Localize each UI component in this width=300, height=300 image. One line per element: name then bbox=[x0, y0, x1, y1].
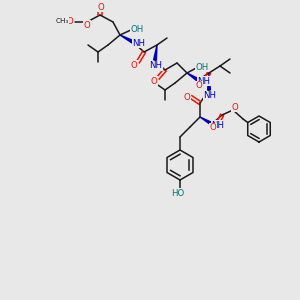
Text: NH: NH bbox=[212, 121, 224, 130]
Polygon shape bbox=[208, 73, 210, 90]
Text: O: O bbox=[84, 20, 90, 29]
Text: NH: NH bbox=[197, 76, 211, 85]
Text: NH: NH bbox=[149, 61, 163, 70]
Text: NH: NH bbox=[203, 92, 217, 100]
Text: O: O bbox=[67, 17, 73, 26]
Text: O: O bbox=[232, 103, 238, 112]
Text: HO: HO bbox=[171, 188, 184, 197]
Polygon shape bbox=[200, 117, 213, 125]
Text: CH₃: CH₃ bbox=[55, 18, 69, 24]
Text: OH: OH bbox=[130, 25, 144, 34]
Polygon shape bbox=[154, 45, 157, 60]
Polygon shape bbox=[120, 35, 134, 43]
Text: O: O bbox=[98, 2, 104, 11]
Text: NH: NH bbox=[133, 38, 146, 47]
Text: O: O bbox=[184, 92, 190, 101]
Text: O: O bbox=[130, 61, 137, 70]
Text: O: O bbox=[210, 124, 216, 133]
Text: O: O bbox=[196, 82, 202, 91]
Polygon shape bbox=[187, 73, 199, 81]
Text: OH: OH bbox=[195, 62, 208, 71]
Text: O: O bbox=[151, 76, 158, 85]
